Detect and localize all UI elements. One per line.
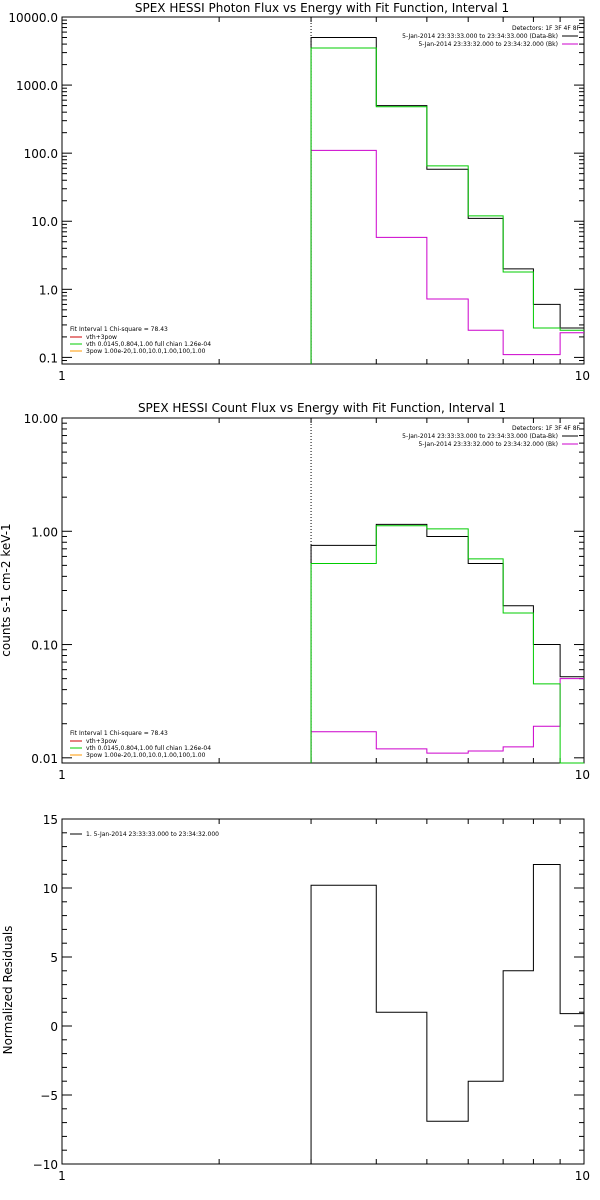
- panel2-frame: [61, 417, 585, 764]
- panel1-fit-info-2: vth+3pow: [86, 334, 117, 341]
- series-fit: [310, 47, 584, 364]
- y-tick-label: 10.00: [24, 412, 58, 426]
- x-tick-label: 1: [58, 768, 66, 782]
- panel-photon-flux: SPEX HESSI Photon Flux vs Energy with Fi…: [8, 1, 590, 383]
- x-tick-label: 1: [58, 1169, 66, 1183]
- y-tick-label: 0.01: [31, 752, 58, 766]
- y-tick-label: 0: [50, 1020, 58, 1034]
- y-tick-label: 10: [43, 882, 58, 896]
- panel2-fit-info-2: vth+3pow: [86, 738, 117, 745]
- panel2-legend-entry-1: 5-Jan-2014 23:33:33.000 to 23:34:33.000 …: [402, 433, 558, 440]
- panel2-legend-entry-2: 5-Jan-2014 23:33:32.000 to 23:34:32.000 …: [418, 441, 558, 448]
- x-tick-label: 10: [575, 369, 590, 383]
- panel1-legend-header: Detectors: 1F 3F 4F 8F: [512, 25, 581, 32]
- y-tick-label: 100.0: [24, 147, 58, 161]
- panel1-frame: [61, 16, 585, 365]
- panel1-legend-entry-1: 5-Jan-2014 23:33:33.000 to 23:34:33.000 …: [402, 33, 558, 40]
- panel2-legend-header: Detectors: 1F 3F 4F 8F: [512, 425, 581, 432]
- panel1-title: SPEX HESSI Photon Flux vs Energy with Fi…: [135, 1, 509, 15]
- panel1-fit-info-4: 3pow 1.00e-20,1.00,10.0,1.00,100,1.00: [86, 348, 206, 355]
- panel2-fit-info-3: vth 0.0145,0.804,1.00 full chian 1.26e-0…: [86, 745, 211, 752]
- y-tick-label: 1000.0: [16, 79, 58, 93]
- x-tick-label: 1: [58, 369, 66, 383]
- panel3-ylabel: Normalized Residuals: [1, 926, 15, 1055]
- panel-residuals: Normalized Residuals 1 10 15 10 5 0 −5 −10 1. 5…: [1, 813, 590, 1183]
- panel1-fit-info-3: vth 0.0145,0.804,1.00 full chian 1.26e-0…: [86, 341, 211, 348]
- y-tick-label: −5: [40, 1089, 58, 1103]
- y-tick-label: 10.0: [31, 215, 58, 229]
- panel2-ylabel: counts s-1 cm-2 keV-1: [0, 523, 13, 656]
- y-tick-label: 1.0: [39, 283, 58, 297]
- panel3-legend-entry: 1. 5-Jan-2014 23:33:33.000 to 23:34:32.0…: [86, 831, 219, 838]
- series-fit: [310, 525, 584, 764]
- series-residual: [310, 864, 584, 1164]
- series-background: [310, 149, 584, 364]
- panel1-legend-entry-2: 5-Jan-2014 23:33:32.000 to 23:34:32.000 …: [418, 41, 558, 48]
- panel2-fit-info-4: 3pow 1.00e-20,1.00,10.0,1.00,100,1.00: [86, 752, 206, 759]
- y-tick-label: 1.00: [31, 525, 58, 539]
- y-tick-label: 5: [50, 951, 58, 965]
- panel1-fit-info-1: Fit Interval 1 Chi-square = 78.43: [70, 326, 168, 333]
- x-tick-label: 10: [575, 768, 590, 782]
- panel2-fit-info-1: Fit Interval 1 Chi-square = 78.43: [70, 730, 168, 737]
- y-tick-label: 10000.0: [8, 11, 58, 25]
- series-data: [310, 523, 584, 763]
- y-tick-label: 0.10: [31, 639, 58, 653]
- y-tick-label: 15: [43, 813, 58, 827]
- series-background: [310, 678, 584, 763]
- panel3-frame: [61, 818, 585, 1165]
- y-tick-label: −10: [33, 1158, 58, 1172]
- panel-count-flux: SPEX HESSI Count Flux vs Energy with Fit…: [0, 401, 590, 782]
- x-tick-label: 10: [575, 1169, 590, 1183]
- panel2-title: SPEX HESSI Count Flux vs Energy with Fit…: [138, 401, 506, 415]
- series-data: [310, 36, 584, 364]
- y-tick-label: 0.1: [39, 351, 58, 365]
